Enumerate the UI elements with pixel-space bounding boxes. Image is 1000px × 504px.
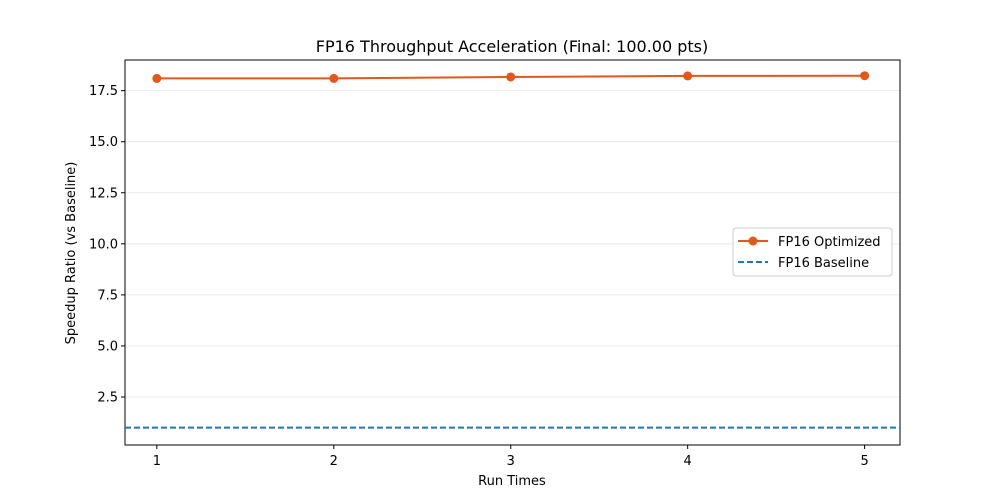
y-tick-label: 15.0 [89, 135, 118, 150]
grid-lines [125, 90, 900, 398]
data-point-fp16-optimized [152, 73, 162, 83]
y-tick-label: 7.5 [97, 288, 118, 303]
plot-area-frame [124, 59, 901, 446]
legend-marker-fp16-optimized [748, 236, 758, 246]
data-point-fp16-optimized [506, 72, 516, 82]
y-tick-label: 12.5 [89, 186, 118, 201]
x-axis-ticks: 1 2 3 4 5 [153, 445, 869, 469]
y-tick-label: 10.0 [89, 237, 118, 252]
y-axis-label: Speedup Ratio (vs Baseline) [64, 162, 79, 345]
x-tick-label: 3 [507, 454, 515, 469]
y-axis-ticks: 2.5 5.0 7.5 10.0 12.5 15.0 17.5 [89, 84, 125, 406]
data-point-fp16-optimized [329, 73, 339, 83]
legend: FP16 Optimized FP16 Baseline [732, 227, 893, 277]
chart-title: FP16 Throughput Acceleration (Final: 100… [316, 37, 709, 56]
x-tick-label: 2 [330, 454, 338, 469]
legend-label-fp16-optimized: FP16 Optimized [778, 235, 881, 250]
x-axis-label: Run Times [478, 474, 546, 489]
y-tick-label: 17.5 [89, 84, 118, 99]
x-tick-label: 5 [860, 454, 868, 469]
legend-frame [732, 227, 893, 277]
data-point-fp16-optimized [860, 71, 870, 81]
data-point-fp16-optimized [683, 71, 693, 81]
x-tick-label: 4 [684, 454, 692, 469]
y-tick-label: 2.5 [97, 391, 118, 406]
series-layer [125, 71, 900, 429]
x-tick-label: 1 [153, 454, 161, 469]
legend-label-fp16-baseline: FP16 Baseline [778, 256, 869, 271]
y-tick-label: 5.0 [97, 339, 118, 354]
